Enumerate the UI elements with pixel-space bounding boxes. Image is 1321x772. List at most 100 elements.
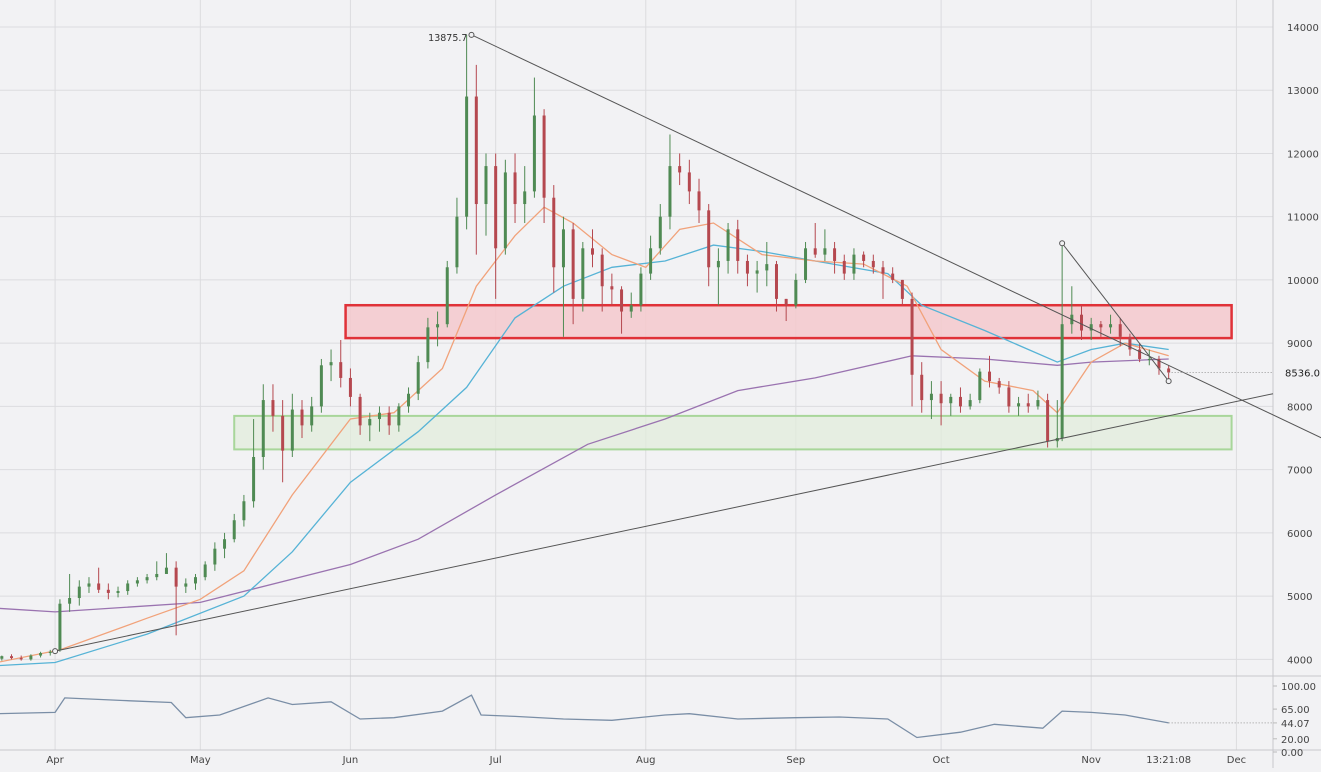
candle xyxy=(310,396,314,432)
candle-body xyxy=(184,583,188,587)
candle xyxy=(881,260,885,299)
candle xyxy=(900,279,904,306)
candle-body xyxy=(193,577,197,584)
candle xyxy=(852,248,856,280)
candle xyxy=(416,355,420,401)
candle xyxy=(329,349,333,382)
time-tick-label: Oct xyxy=(932,755,949,766)
candle-body xyxy=(164,567,168,574)
candle-body xyxy=(494,166,498,249)
candle xyxy=(116,586,120,598)
candle xyxy=(513,153,517,224)
candle xyxy=(300,400,304,439)
price-tick-label: 13000 xyxy=(1287,86,1319,97)
candle-body xyxy=(135,580,139,584)
candle-body xyxy=(358,396,362,426)
candle xyxy=(58,599,62,652)
candle-body xyxy=(871,260,875,268)
rsi-line xyxy=(0,694,1169,739)
candle xyxy=(135,577,139,587)
candle-body xyxy=(707,210,711,268)
candle-body xyxy=(0,656,4,659)
candle xyxy=(658,204,662,255)
candle-body xyxy=(1089,324,1093,331)
candle xyxy=(184,578,188,593)
candle-body xyxy=(387,412,391,426)
time-tick-label: Nov xyxy=(1081,755,1101,766)
candle-body xyxy=(97,583,101,590)
candle-body xyxy=(445,267,449,325)
candle xyxy=(10,654,14,660)
candle xyxy=(164,553,168,574)
candle-body xyxy=(600,254,604,287)
candle-body xyxy=(1138,349,1142,359)
candle-body xyxy=(1007,387,1011,407)
candle-body xyxy=(77,586,81,599)
candle xyxy=(1157,355,1161,375)
candle-body xyxy=(503,172,507,249)
candle xyxy=(1147,349,1151,366)
candle xyxy=(871,254,875,274)
candle xyxy=(649,235,653,280)
candle-body xyxy=(668,166,672,217)
candle xyxy=(920,362,924,413)
candle xyxy=(407,387,411,413)
candle-body xyxy=(87,583,91,587)
candle-body xyxy=(145,577,149,581)
candle xyxy=(639,267,643,312)
candle-body xyxy=(368,419,372,426)
candle xyxy=(707,204,711,287)
candle xyxy=(813,223,817,258)
candle-body xyxy=(649,248,653,274)
candle-body xyxy=(988,371,992,382)
candle-body xyxy=(232,520,236,540)
price-tick-label: 9000 xyxy=(1287,339,1312,350)
candle xyxy=(261,384,265,470)
candle-body xyxy=(610,286,614,290)
candle-body xyxy=(465,96,469,217)
candle xyxy=(571,223,575,325)
candle-body xyxy=(271,400,275,416)
candle-body xyxy=(300,409,304,426)
candle-body xyxy=(261,400,265,457)
rsi-tick-label: 0.00 xyxy=(1281,748,1303,759)
support-zone xyxy=(233,414,1233,451)
candle xyxy=(1060,243,1064,442)
candle xyxy=(949,393,953,416)
trendline-anchor xyxy=(1059,240,1066,247)
candle-body xyxy=(319,365,323,407)
candle-body xyxy=(416,362,420,394)
candle xyxy=(29,654,33,661)
candle xyxy=(252,419,256,508)
trendline-anchor xyxy=(1165,378,1172,385)
candle-body xyxy=(833,248,837,261)
candle-body xyxy=(474,96,478,205)
candle-body xyxy=(581,248,585,299)
trendline-anchor xyxy=(52,648,59,655)
candle xyxy=(929,381,933,420)
candle-body xyxy=(397,406,401,426)
candle xyxy=(223,532,227,559)
candle xyxy=(368,412,372,442)
candle xyxy=(387,406,391,435)
candle xyxy=(1017,396,1021,416)
candle xyxy=(532,77,536,198)
candle-body xyxy=(949,396,953,404)
candle-body xyxy=(377,412,381,420)
candle xyxy=(281,400,285,483)
candle-body xyxy=(68,598,72,604)
candle-body xyxy=(804,248,808,280)
candle xyxy=(581,241,585,312)
candle-body xyxy=(900,279,904,299)
time-tick-label: Apr xyxy=(46,755,64,766)
candle-body xyxy=(532,115,536,192)
candle-body xyxy=(1147,358,1151,360)
candle xyxy=(745,254,749,287)
time-tick-label: Dec xyxy=(1227,755,1246,766)
descending-resistance-trendline xyxy=(471,34,1321,439)
time-tick-label: 13:21:08 xyxy=(1146,755,1191,766)
candle-body xyxy=(174,567,178,587)
candle xyxy=(1026,393,1030,413)
